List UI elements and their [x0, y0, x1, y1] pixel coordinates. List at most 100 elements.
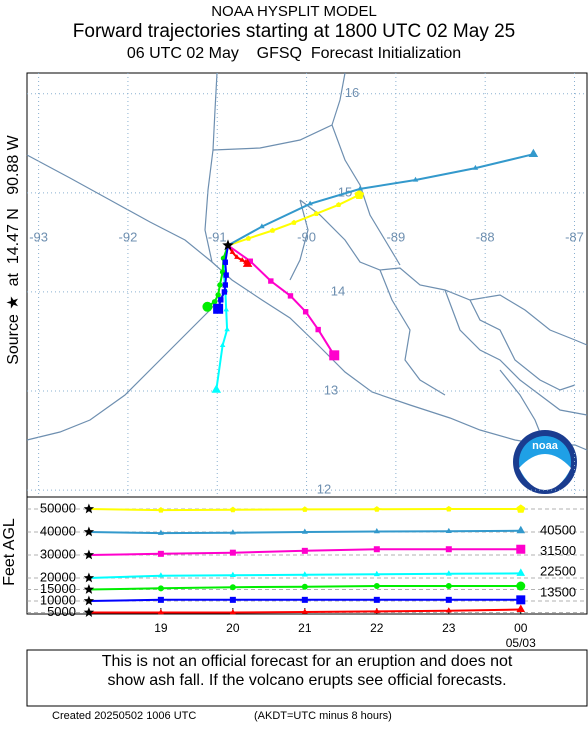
marker [445, 607, 452, 613]
marker [202, 301, 213, 312]
marker [157, 596, 164, 603]
marker [223, 272, 229, 278]
time-tick-label: 23 [442, 621, 456, 635]
marker [373, 596, 380, 603]
marker [242, 258, 253, 267]
marker [445, 570, 452, 576]
marker [229, 529, 236, 535]
marker [301, 571, 308, 577]
height-tick-label: 10000 [40, 592, 76, 607]
height-end-label: 31500 [540, 543, 576, 558]
marker [157, 506, 164, 513]
marker [302, 309, 309, 315]
height-tick-label: 5000 [47, 604, 76, 619]
marker [157, 572, 164, 578]
time-tick-label: 22 [370, 621, 384, 635]
time-note: (AKDT=UTC minus 8 hours) [254, 710, 392, 722]
lon-label: -89 [386, 229, 405, 244]
marker [268, 278, 274, 284]
marker [373, 527, 380, 534]
marker [229, 249, 236, 254]
marker [472, 164, 479, 170]
marker [445, 583, 452, 590]
model-title: NOAA HYSPLIT MODEL [211, 3, 377, 20]
height-frame [26, 496, 588, 615]
marker [213, 303, 224, 314]
svg-text:noaa: noaa [532, 440, 559, 452]
marker [223, 306, 229, 312]
marker [315, 326, 321, 333]
marker [229, 596, 236, 603]
marker [445, 596, 452, 603]
lat-label: 14 [331, 283, 345, 298]
lat-label: 12 [317, 482, 331, 497]
marker [217, 282, 223, 288]
marker [239, 257, 246, 262]
created: Created 20250502 1006 UTC [52, 710, 196, 722]
marker [157, 608, 164, 615]
source-star [83, 607, 95, 617]
disclaimer: show ash fall. If the volcano erupts see… [107, 672, 506, 689]
marker [269, 227, 276, 233]
marker [373, 583, 380, 590]
marker [301, 596, 308, 603]
source-star [83, 526, 95, 537]
date-label: 05/03 [506, 636, 536, 650]
lon-label: -92 [119, 229, 138, 244]
marker [301, 547, 308, 554]
height-tick-label: 20000 [40, 569, 76, 584]
marker [259, 223, 265, 229]
marker [373, 607, 380, 614]
marker [516, 581, 526, 591]
marker [373, 506, 380, 512]
lon-label: -87 [565, 229, 584, 244]
marker [229, 506, 236, 513]
marker [157, 529, 164, 535]
marker [224, 326, 230, 332]
marker [412, 176, 419, 182]
lon-label: -88 [476, 229, 495, 244]
marker [307, 200, 313, 206]
source-label: Source ★ at 14.47 N 90.88 W [5, 134, 22, 364]
run-subtitle: 06 UTC 02 May GFSQ Forecast Initializati… [127, 45, 461, 62]
disclaimer-box [26, 649, 588, 707]
marker [301, 528, 308, 534]
marker [234, 254, 240, 259]
time-tick-label: 00 [514, 621, 528, 635]
height-end-label: 13500 [540, 584, 576, 599]
marker [357, 185, 363, 191]
marker [516, 604, 526, 612]
marker [373, 570, 380, 577]
height-tick-label: 40000 [40, 523, 76, 538]
source-star [83, 549, 95, 560]
source-star [83, 595, 95, 606]
marker [221, 289, 228, 295]
marker [157, 585, 164, 592]
time-tick-label: 19 [154, 621, 168, 635]
height-tick-label: 50000 [40, 500, 76, 515]
marker [301, 506, 308, 512]
time-tick-label: 20 [226, 621, 240, 635]
marker [301, 583, 308, 590]
marker [211, 384, 222, 393]
marker [329, 350, 340, 361]
lon-label: -93 [29, 229, 48, 244]
marker [229, 571, 236, 577]
noaa-logo: noaa [513, 430, 577, 494]
source-star [83, 584, 95, 594]
marker [222, 282, 228, 288]
source-star [83, 572, 95, 583]
lon-label: -90 [297, 229, 316, 244]
coastlines [26, 72, 588, 451]
marker [373, 546, 380, 553]
marker [516, 544, 526, 554]
marker [245, 235, 252, 241]
marker [445, 505, 452, 512]
height-end-label: 40500 [540, 522, 576, 537]
marker [229, 549, 236, 556]
lat-label: 15 [338, 184, 352, 199]
marker [445, 527, 452, 533]
marker [219, 342, 226, 347]
lat-label: 16 [345, 85, 359, 100]
